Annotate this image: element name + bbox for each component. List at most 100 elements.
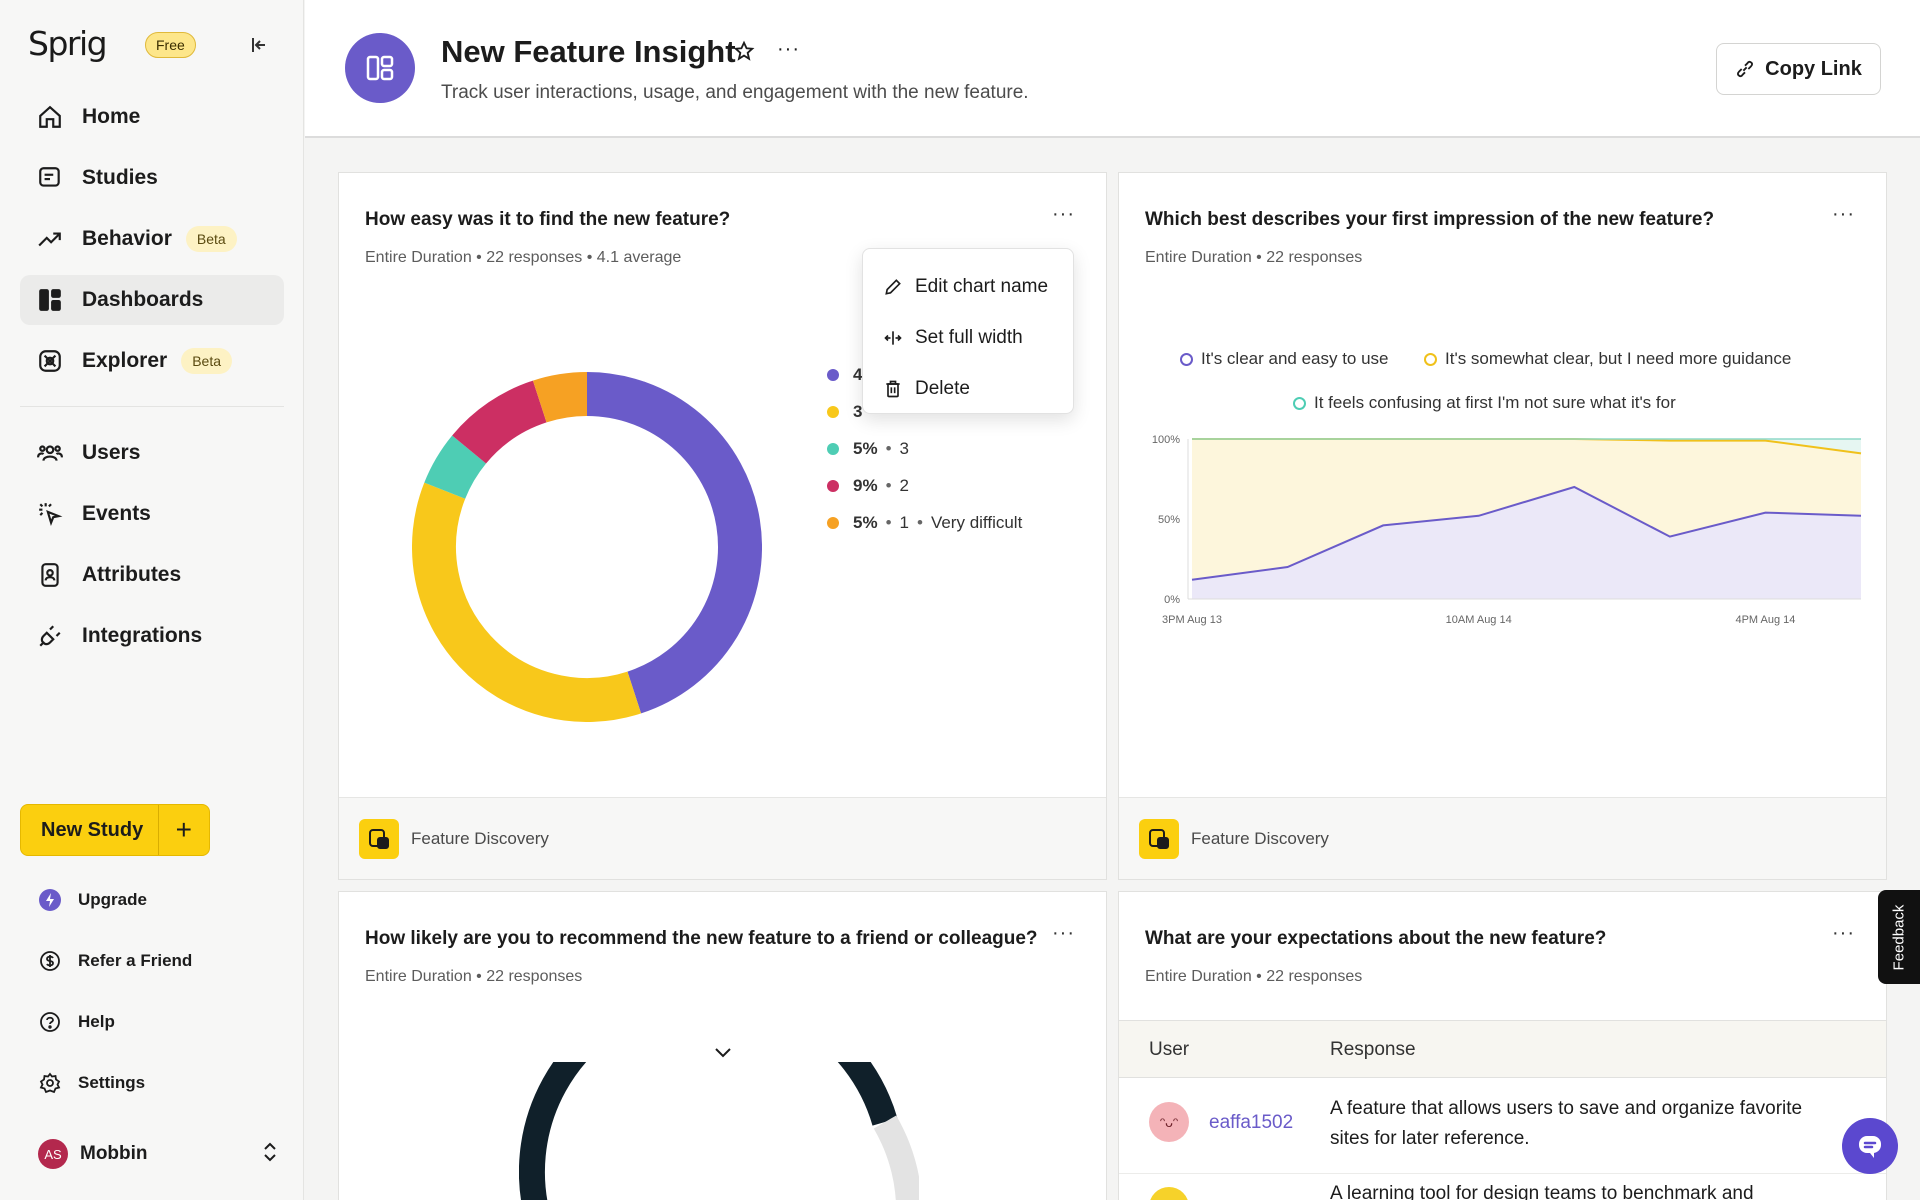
nav-label: Dashboards xyxy=(82,288,204,311)
legend-dot xyxy=(827,479,839,492)
y-tick-label: 100% xyxy=(1152,434,1180,446)
response-line: sites for later reference. xyxy=(1330,1128,1530,1149)
workspace-name: Mobbin xyxy=(80,1143,148,1164)
donut-slice-5 xyxy=(586,372,762,714)
legend-label: Very difficult xyxy=(930,512,1023,532)
study-icon xyxy=(359,818,399,859)
dollar-icon xyxy=(38,949,62,973)
donut-slice-1 xyxy=(532,372,588,423)
logo-text: Sprig xyxy=(28,24,108,63)
card-meta: Entire Duration • 22 responses xyxy=(1145,968,1363,985)
menu-label: Delete xyxy=(915,377,970,399)
study-name: Feature Discovery xyxy=(411,828,549,848)
donut-chart xyxy=(412,372,762,722)
legend-label: It's somewhat clear, but I need more gui… xyxy=(1445,349,1792,368)
menu-item-set-full-width[interactable]: Set full width xyxy=(863,312,1073,363)
y-tick-label: 0% xyxy=(1164,594,1180,606)
user-id-link[interactable]: eaffa1502 xyxy=(1209,1112,1294,1133)
nav-item-help[interactable]: Help xyxy=(38,1003,288,1041)
page-title: New Feature Insight xyxy=(441,34,736,69)
star-icon[interactable] xyxy=(733,40,755,67)
area-series-clear xyxy=(1192,487,1861,599)
nps-gauge xyxy=(519,1062,919,1200)
legend-dot xyxy=(827,442,839,455)
chart-card-impression: Which best describes your first impressi… xyxy=(1118,172,1887,880)
chevron-down-icon[interactable] xyxy=(713,1046,733,1060)
chat-support-button[interactable] xyxy=(1842,1118,1898,1174)
legend-label: It feels confusing at first I'm not sure… xyxy=(1314,393,1676,412)
nav-label: Studies xyxy=(82,166,158,189)
column-header-response: Response xyxy=(1330,1039,1416,1060)
more-options-icon[interactable]: ··· xyxy=(777,38,800,60)
card-footer[interactable]: Feature Discovery xyxy=(1119,797,1886,879)
chevron-updown-icon xyxy=(262,1141,278,1168)
legend-label: It's clear and easy to use xyxy=(1201,349,1389,368)
trend-icon xyxy=(36,225,64,253)
copy-link-label: Copy Link xyxy=(1765,57,1862,80)
profile-switcher[interactable]: AS Mobbin xyxy=(38,1136,278,1172)
nav-item-dashboards[interactable]: Dashboards xyxy=(20,275,284,325)
copy-link-button[interactable]: Copy Link xyxy=(1716,43,1881,95)
nav-divider xyxy=(20,406,284,407)
nav-item-integrations[interactable]: Integrations xyxy=(20,611,284,661)
plus-icon[interactable]: + xyxy=(157,805,209,855)
attributes-icon xyxy=(36,561,64,589)
legend-item: 5% • 1 • Very difficult xyxy=(827,504,1022,541)
logo[interactable]: Sprig xyxy=(28,24,108,63)
card-title: How easy was it to find the new feature? xyxy=(365,209,731,230)
menu-item-edit-chart-name[interactable]: Edit chart name xyxy=(863,261,1073,312)
nav-item-events[interactable]: Events xyxy=(20,489,284,539)
legend-dot xyxy=(1180,352,1193,366)
beta-badge: Beta xyxy=(185,226,237,252)
events-icon xyxy=(36,500,64,528)
chart-legend: 4 3 5% • 3 9% • 2 5% • 1 • Very difficult xyxy=(827,356,1022,541)
nav-label: Events xyxy=(82,502,151,525)
collapse-sidebar-icon[interactable] xyxy=(246,32,272,58)
plug-icon xyxy=(36,622,64,650)
legend-item: 5% • 3 xyxy=(827,430,1022,467)
chart-context-menu: Edit chart name Set full width Delete xyxy=(862,248,1074,414)
nav-item-studies[interactable]: Studies xyxy=(20,153,284,203)
x-tick-label: 10AM Aug 14 xyxy=(1446,614,1512,626)
area-chart: 100% 50% 0% 3PM Aug 13 10AM Aug 14 4PM Aug 14 xyxy=(1152,434,1862,626)
gear-icon xyxy=(38,1071,62,1095)
study-icon xyxy=(1139,818,1179,859)
more-options-icon[interactable]: ··· xyxy=(1832,922,1855,944)
nav-label: Explorer xyxy=(82,349,168,372)
nav-item-home[interactable]: Home xyxy=(20,92,284,142)
nav-item-settings[interactable]: Settings xyxy=(38,1064,288,1102)
menu-label: Edit chart name xyxy=(915,275,1049,297)
more-options-icon[interactable]: ··· xyxy=(1052,203,1075,225)
table-row[interactable]: ᵔᴗᵔ eaffa1502 A feature that allows user… xyxy=(1119,1078,1886,1174)
y-tick-label: 50% xyxy=(1158,514,1180,526)
more-options-icon[interactable]: ··· xyxy=(1832,203,1855,225)
card-footer[interactable]: Feature Discovery xyxy=(339,797,1106,879)
nav-item-upgrade[interactable]: Upgrade xyxy=(38,881,288,919)
table-header: User Response xyxy=(1119,1020,1886,1078)
card-meta: Entire Duration • 22 responses • 4.1 ave… xyxy=(365,249,682,266)
nav-item-behavior[interactable]: Behavior Beta xyxy=(20,214,284,264)
nav-item-refer[interactable]: Refer a Friend xyxy=(38,942,288,980)
page-header: New Feature Insight ··· Track user inter… xyxy=(305,0,1920,138)
table-row[interactable]: A learning tool for design teams to benc… xyxy=(1119,1175,1886,1200)
legend-item: 3 xyxy=(827,393,1022,430)
card-title: How likely are you to recommend the new … xyxy=(365,928,1038,949)
more-options-icon[interactable]: ··· xyxy=(1052,922,1075,944)
feedback-tab[interactable]: Feedback xyxy=(1878,890,1920,984)
legend-score: 1 xyxy=(899,512,909,532)
new-study-button[interactable]: New Study + xyxy=(20,804,210,856)
nav-item-explorer[interactable]: Explorer Beta xyxy=(20,336,284,386)
legend-pct: 9% xyxy=(853,475,878,495)
nav-item-attributes[interactable]: Attributes xyxy=(20,550,284,600)
nav-label: Refer a Friend xyxy=(78,951,193,970)
nav-label: Integrations xyxy=(82,624,203,647)
chat-icon xyxy=(1859,1136,1881,1158)
nav-item-users[interactable]: Users xyxy=(20,428,284,478)
dashboard-icon xyxy=(36,286,64,314)
card-title: Which best describes your first impressi… xyxy=(1145,209,1715,230)
nav-label: Help xyxy=(78,1012,115,1031)
menu-item-delete[interactable]: Delete xyxy=(863,363,1073,414)
dashboard-avatar-icon xyxy=(345,33,415,103)
studies-icon xyxy=(36,164,64,192)
feedback-label: Feedback xyxy=(1890,904,1908,970)
